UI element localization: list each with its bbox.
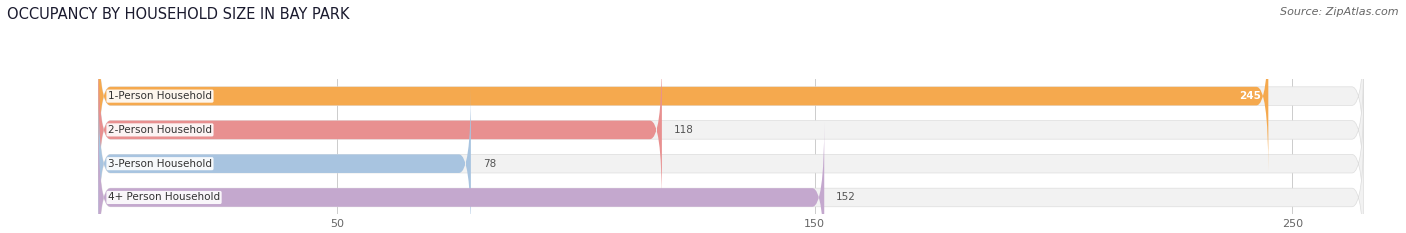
Text: 1-Person Household: 1-Person Household	[108, 91, 212, 101]
Text: 245: 245	[1239, 91, 1261, 101]
Text: 118: 118	[673, 125, 693, 135]
FancyBboxPatch shape	[98, 21, 1268, 171]
FancyBboxPatch shape	[98, 89, 471, 233]
FancyBboxPatch shape	[98, 122, 824, 233]
Text: OCCUPANCY BY HOUSEHOLD SIZE IN BAY PARK: OCCUPANCY BY HOUSEHOLD SIZE IN BAY PARK	[7, 7, 350, 22]
Text: Source: ZipAtlas.com: Source: ZipAtlas.com	[1281, 7, 1399, 17]
FancyBboxPatch shape	[98, 122, 1364, 233]
Text: 4+ Person Household: 4+ Person Household	[108, 192, 221, 202]
Text: 2-Person Household: 2-Person Household	[108, 125, 212, 135]
FancyBboxPatch shape	[98, 55, 1364, 205]
FancyBboxPatch shape	[98, 55, 662, 205]
FancyBboxPatch shape	[98, 89, 1364, 233]
Text: 152: 152	[837, 192, 856, 202]
Text: 78: 78	[482, 159, 496, 169]
FancyBboxPatch shape	[98, 21, 1364, 171]
Text: 3-Person Household: 3-Person Household	[108, 159, 212, 169]
